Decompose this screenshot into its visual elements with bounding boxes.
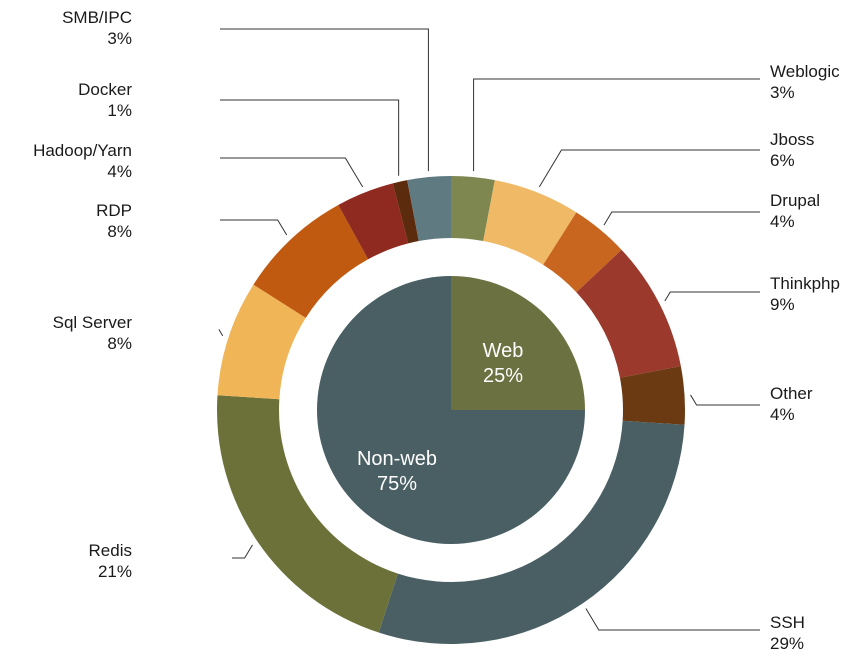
leader-redis (232, 544, 253, 559)
slice-jboss (483, 180, 577, 265)
label-ssh: SSH 29% (770, 613, 805, 653)
slice-redis (216, 395, 398, 633)
slice-smb-ipc (407, 176, 451, 242)
leader-smb-ipc (220, 28, 429, 172)
slice-labels: Weblogic 3% Jboss 6% Drupal 4% Thinkphp 9% Other… (33, 8, 840, 653)
label-docker: Docker 1% (78, 80, 132, 120)
label-sql-server: Sql Server 8% (53, 313, 133, 353)
inner-label-web: Web 25% (483, 340, 524, 387)
leader-drupal (603, 211, 760, 226)
leader-hadoop-yarn (220, 157, 364, 188)
label-rdp: RDP 8% (96, 201, 132, 241)
slice-drupal (543, 212, 622, 293)
slice-non-web (317, 276, 585, 544)
label-thinkphp: Thinkphp 9% (770, 274, 840, 314)
slice-rdp (253, 204, 369, 318)
slice-hadoop-yarn (338, 183, 409, 260)
outer-ring (216, 176, 685, 644)
label-drupal: Drupal 4% (770, 191, 820, 231)
slice-web (451, 276, 585, 410)
slice-docker (392, 180, 419, 244)
label-other: Other 4% (770, 384, 813, 424)
slice-ssh (378, 420, 685, 644)
leader-weblogic (473, 78, 760, 172)
inner-label-non-web: Non-web 75% (357, 448, 437, 495)
leader-docker (220, 99, 400, 176)
leader-sql-server (218, 329, 224, 337)
leader-other (690, 394, 760, 406)
leader-ssh (585, 608, 760, 631)
leader-thinkphp (664, 291, 760, 302)
slice-other (619, 366, 685, 425)
slice-thinkphp (576, 249, 681, 378)
leader-jboss (538, 149, 760, 188)
label-redis: Redis 21% (89, 541, 132, 581)
label-jboss: Jboss 6% (770, 130, 814, 170)
label-smb-ipc: SMB/IPC 3% (62, 8, 132, 48)
label-weblogic: Weblogic 3% (770, 62, 840, 102)
inner-pie: Web 25% Non-web 75% (317, 276, 585, 544)
label-hadoop-yarn: Hadoop/Yarn 4% (33, 141, 132, 181)
slice-sql-server (217, 284, 306, 400)
slice-weblogic (451, 176, 495, 242)
leader-rdp (220, 219, 288, 236)
leader-lines (218, 28, 760, 631)
